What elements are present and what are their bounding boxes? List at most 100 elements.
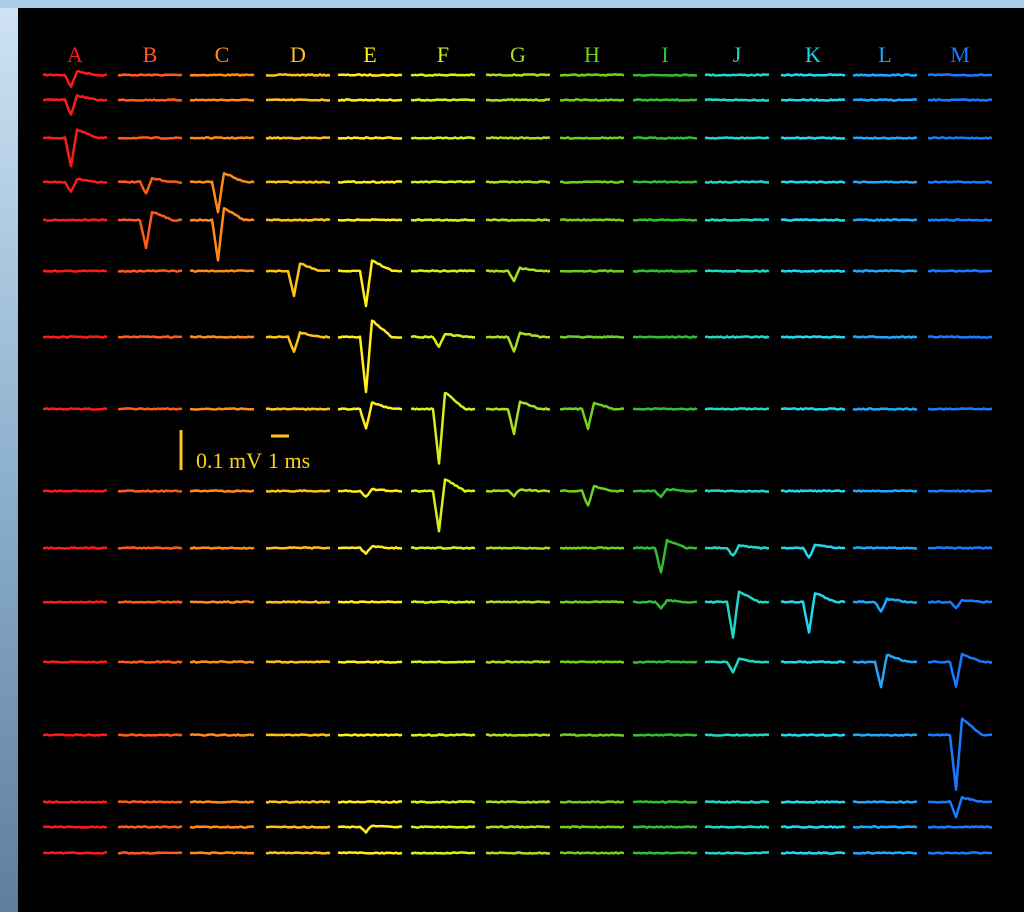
waveform	[781, 733, 846, 737]
waveform	[117, 335, 183, 339]
waveform	[927, 136, 993, 140]
waveform	[852, 73, 918, 77]
waveform	[117, 269, 182, 273]
waveform	[852, 800, 918, 804]
waveform	[632, 407, 698, 411]
waveform	[337, 218, 403, 222]
waveform	[410, 546, 476, 550]
waveform	[42, 128, 108, 168]
waveform	[485, 800, 551, 804]
column-label: E	[363, 42, 376, 67]
waveform	[632, 733, 698, 737]
waveform	[485, 136, 551, 140]
waveform	[337, 98, 403, 102]
waveform	[117, 210, 183, 250]
waveform	[704, 73, 770, 77]
waveform	[338, 487, 403, 498]
waveform	[337, 851, 403, 855]
waveform	[852, 136, 918, 140]
waveform	[117, 546, 183, 550]
waveform	[853, 597, 917, 613]
waveform	[852, 98, 918, 102]
waveform	[853, 733, 918, 737]
waveform	[704, 489, 770, 493]
waveform	[485, 825, 551, 829]
waveform	[632, 660, 698, 664]
waveform	[559, 733, 624, 737]
waveform	[410, 825, 476, 829]
waveform	[560, 335, 625, 339]
scale-bar: 0.1 mV 1 ms	[179, 430, 310, 473]
waveform	[927, 489, 993, 493]
waveform	[485, 733, 551, 737]
waveform	[189, 73, 255, 77]
waveform	[410, 800, 476, 804]
waveform	[632, 800, 698, 804]
waveform	[780, 800, 846, 804]
waveform	[410, 391, 476, 465]
waveform	[927, 335, 993, 339]
waveform	[265, 800, 331, 804]
waveform	[780, 489, 846, 493]
waveform	[337, 733, 403, 737]
waveform	[780, 73, 846, 77]
column-label: C	[215, 42, 230, 67]
waveform	[410, 600, 475, 604]
traces	[42, 69, 993, 855]
waveform	[411, 478, 476, 533]
column-label: L	[878, 42, 891, 67]
waveform	[410, 332, 476, 349]
waveform	[927, 180, 993, 184]
waveform	[485, 660, 551, 664]
waveform	[559, 180, 625, 184]
waveform	[265, 218, 331, 222]
waveform	[780, 851, 846, 855]
column-label: K	[805, 42, 821, 67]
waveform	[189, 600, 255, 604]
waveform	[780, 543, 845, 559]
waveform	[927, 218, 993, 222]
top-strip	[0, 0, 1024, 8]
waveform	[117, 851, 183, 855]
waveform	[189, 98, 255, 102]
waveform	[189, 407, 254, 411]
column-labels: A B C D E F G H I J K L M	[67, 42, 970, 67]
waveform	[42, 600, 108, 604]
waveform	[337, 800, 403, 804]
waveform	[265, 546, 331, 550]
column-label: A	[67, 42, 83, 67]
waveform	[704, 657, 770, 674]
waveform	[927, 717, 993, 791]
waveform	[266, 180, 331, 184]
waveform	[852, 653, 918, 689]
waveform	[265, 600, 331, 604]
waveform	[852, 269, 918, 273]
waveform	[704, 407, 770, 411]
waveform	[704, 335, 770, 339]
waveform	[42, 851, 107, 855]
waveform	[704, 180, 769, 184]
waveform	[852, 851, 918, 855]
waveform	[704, 825, 770, 829]
waveform	[190, 136, 255, 140]
waveform	[189, 825, 255, 829]
waveform	[410, 269, 476, 273]
waveform	[337, 660, 403, 664]
waveform	[852, 546, 918, 550]
waveform	[117, 600, 183, 604]
waveform	[410, 180, 476, 184]
waveform	[337, 180, 403, 184]
waveform	[265, 136, 331, 140]
waveform	[410, 218, 476, 222]
waveform	[42, 177, 108, 193]
waveform	[780, 180, 846, 184]
column-label: H	[584, 42, 600, 67]
waveform	[485, 400, 551, 436]
waveform	[117, 660, 183, 664]
waveform	[780, 218, 845, 222]
waveform	[485, 851, 551, 855]
waveform	[485, 331, 551, 353]
waveform	[42, 489, 108, 493]
waveform	[189, 660, 255, 664]
waveform	[117, 176, 182, 195]
